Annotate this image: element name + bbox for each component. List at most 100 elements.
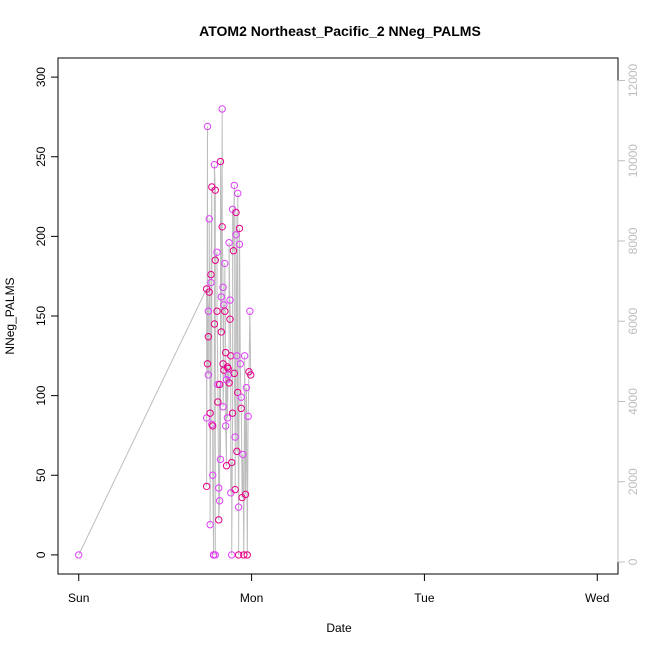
data-point: [237, 393, 245, 401]
data-point: [215, 516, 223, 524]
data-point: [218, 105, 226, 113]
y-axis-label: NNeg_PALMS: [3, 277, 17, 354]
data-point: [218, 223, 226, 231]
data-point: [75, 551, 83, 559]
y2-tick-label: 8000: [626, 227, 640, 254]
data-point: [228, 458, 236, 467]
data-point: [219, 403, 227, 411]
data-point: [204, 371, 213, 379]
y-tick-label: 100: [34, 385, 48, 405]
data-point: [208, 422, 217, 430]
data-point: [231, 433, 239, 441]
y2-tick-label: 2000: [626, 468, 640, 495]
data-point: [205, 288, 213, 296]
x-tick-label: Mon: [240, 591, 263, 605]
x-tick-label: Tue: [414, 591, 435, 605]
data-point: [236, 360, 245, 368]
data-point: [213, 307, 221, 315]
chart-title: ATOM2 Northeast_Pacific_2 NNeg_PALMS: [199, 23, 481, 39]
y-tick-label: 150: [34, 306, 48, 326]
data-point: [204, 333, 213, 341]
data-point: [246, 307, 254, 315]
y-tick-label: 0: [34, 551, 48, 558]
data-point: [219, 283, 227, 292]
data-point: [230, 369, 238, 378]
data-point: [216, 455, 225, 464]
data-point: [223, 363, 232, 371]
data-point: [217, 328, 226, 336]
data-point: [223, 414, 232, 422]
data-point: [226, 315, 234, 323]
y-tick-label: 250: [34, 146, 48, 166]
data-point: [203, 360, 212, 368]
data-points: [75, 105, 255, 559]
data-point: [234, 503, 243, 511]
data-point: [231, 485, 239, 494]
data-point: [215, 497, 224, 505]
data-point: [230, 181, 238, 190]
data-point: [232, 208, 240, 217]
y2-tick-label: 10000: [626, 144, 640, 178]
data-point: [204, 307, 213, 315]
data-point: [215, 484, 223, 492]
x-axis-label: Date: [326, 621, 352, 635]
data-point: [217, 293, 226, 301]
plot-frame: [57, 57, 619, 575]
data-point: [225, 239, 233, 247]
y-axis: 0 50 100 150 200 250 300: [34, 67, 59, 558]
data-point: [221, 307, 229, 315]
data-point: [211, 186, 219, 194]
series-line: [78, 108, 252, 556]
y-tick-label: 50: [34, 468, 48, 482]
data-point: [208, 420, 216, 428]
data-point: [216, 157, 225, 166]
data-point: [235, 224, 244, 233]
data-point: [241, 490, 250, 499]
data-point: [215, 380, 224, 389]
data-point: [225, 379, 233, 387]
data-point: [221, 422, 230, 430]
data-point: [214, 398, 222, 406]
data-point: [221, 259, 229, 268]
x-tick-label: Sun: [68, 591, 89, 605]
data-point: [229, 247, 238, 255]
y2-tick-label: 0: [626, 558, 640, 565]
data-point: [205, 215, 213, 223]
data-point: [234, 388, 242, 397]
data-point: [228, 409, 237, 417]
data-point: [211, 256, 219, 264]
data-point: [235, 240, 244, 249]
data-point: [233, 352, 241, 360]
data-point: [206, 409, 214, 417]
x-tick-label: Wed: [585, 591, 609, 605]
data-point: [240, 551, 248, 559]
data-point: [239, 450, 247, 459]
data-point: [202, 414, 211, 422]
data-point: [233, 447, 241, 456]
data-point: [207, 270, 215, 279]
data-point: [240, 352, 249, 360]
data-point: [213, 248, 221, 256]
data-point: [208, 471, 217, 479]
data-point: [207, 278, 215, 287]
data-point: [211, 551, 219, 559]
y2-tick-label: 6000: [626, 308, 640, 335]
data-point: [234, 189, 242, 198]
y2-axis: 0 2000 4000 6000 8000 10000 12000: [617, 63, 640, 565]
data-point: [221, 348, 230, 357]
data-point: [242, 383, 251, 392]
data-point: [206, 520, 214, 529]
x-axis: Sun Mon Tue Wed: [68, 573, 609, 605]
data-point: [244, 412, 252, 421]
data-point: [210, 320, 219, 328]
data-point: [243, 551, 251, 559]
data-point: [247, 371, 255, 379]
data-point: [210, 161, 219, 169]
data-point: [202, 482, 211, 491]
data-point: [234, 551, 243, 559]
data-point: [228, 551, 236, 559]
data-point: [232, 231, 240, 239]
y-tick-label: 200: [34, 226, 48, 246]
data-point: [237, 404, 245, 413]
